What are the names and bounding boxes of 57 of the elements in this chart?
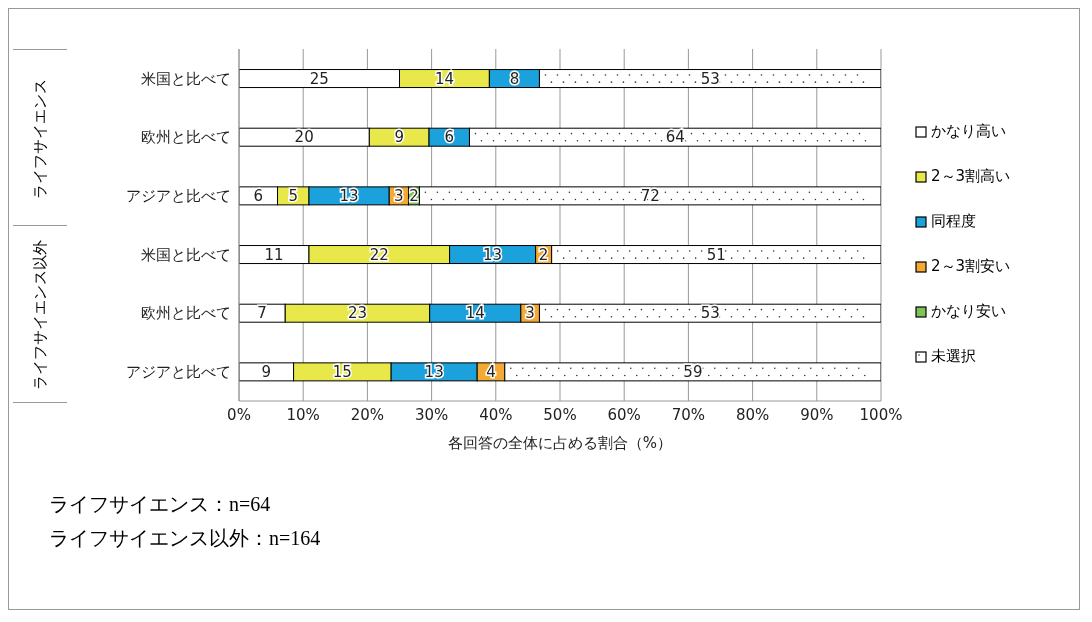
x-tick-label: 40%: [479, 405, 513, 424]
data-label: 2: [538, 245, 549, 264]
data-label: 13: [483, 245, 503, 264]
data-label: 8: [509, 69, 520, 88]
x-tick-label: 100%: [859, 405, 903, 424]
data-label: 53: [700, 69, 720, 88]
x-tick-label: 50%: [543, 405, 577, 424]
legend-label: 2～3割安い: [931, 257, 1011, 276]
x-axis-title: 各回答の全体に占める割合（%）: [447, 433, 673, 452]
data-label: 53: [700, 304, 720, 323]
data-label: 13: [339, 186, 359, 205]
data-label: 59: [683, 362, 703, 381]
y-tick-label: アジアと比べて: [126, 362, 231, 381]
y-tick-label: 欧州と比べて: [141, 128, 231, 147]
data-label: 9: [261, 362, 272, 381]
data-label: 3: [525, 304, 535, 323]
y-tick-label: アジアと比べて: [126, 186, 231, 205]
data-label: 6: [253, 186, 264, 205]
data-label: 9: [394, 128, 404, 147]
y-tick-label: 欧州と比べて: [141, 304, 231, 323]
data-label: 25: [309, 69, 329, 88]
data-label: 22: [369, 245, 389, 264]
data-label: 4: [486, 362, 496, 381]
x-tick-label: 20%: [350, 405, 385, 424]
x-tick-label: 60%: [607, 405, 641, 424]
data-label: 3: [394, 186, 404, 205]
x-tick-label: 10%: [286, 405, 320, 424]
data-label: 7: [257, 304, 267, 323]
data-label: 72: [640, 186, 660, 205]
data-label: 5: [288, 186, 299, 205]
data-label: 13: [424, 362, 444, 381]
x-tick-label: 0%: [227, 405, 251, 424]
data-label: 15: [332, 362, 352, 381]
data-label: 6: [444, 128, 455, 147]
text: ライフサイエンス以外: [30, 239, 50, 389]
legend-label: かなり安い: [931, 302, 1006, 321]
text: ライフサイエンス：n=64: [49, 492, 272, 517]
legend-label: 未選択: [931, 347, 976, 366]
legend-label: かなり高い: [931, 122, 1006, 141]
legend-label: 2～3割高い: [931, 167, 1011, 186]
x-tick-label: 30%: [414, 405, 449, 424]
data-label: 20: [294, 128, 314, 147]
data-label: 51: [706, 245, 726, 264]
text: ライフサイエンス: [30, 78, 50, 198]
data-label: 14: [465, 304, 485, 323]
data-label: 64: [665, 128, 685, 147]
data-label: 23: [347, 304, 367, 323]
data-label: 2: [409, 186, 419, 205]
text: ライフサイエンス以外：n=164: [49, 526, 322, 551]
x-tick-label: 90%: [800, 405, 834, 424]
data-label: 14: [434, 69, 454, 88]
x-tick-label: 80%: [735, 405, 770, 424]
legend-label: 同程度: [931, 212, 976, 231]
y-tick-label: 米国と比べて: [141, 245, 231, 264]
x-tick-label: 70%: [671, 405, 706, 424]
data-label: 11: [264, 245, 284, 264]
y-tick-label: 米国と比べて: [141, 69, 231, 88]
